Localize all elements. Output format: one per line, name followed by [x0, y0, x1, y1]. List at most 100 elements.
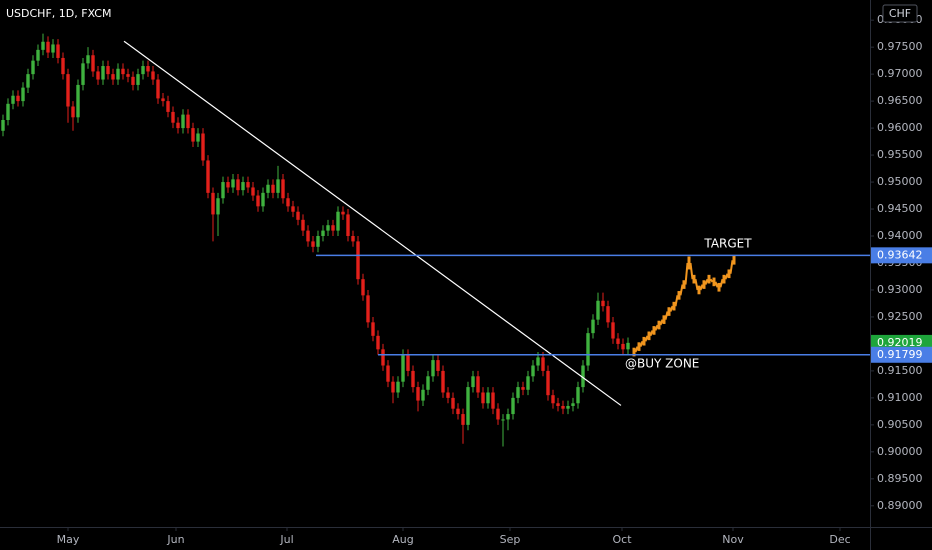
- candle-body: [271, 184, 275, 193]
- candle-body: [356, 241, 360, 280]
- candle-body: [586, 333, 590, 366]
- candle-body: [341, 211, 345, 215]
- candle-body: [216, 198, 220, 215]
- projection-link: [674, 295, 679, 307]
- projection-bar: [637, 342, 641, 351]
- symbol-title: USDCHF, 1D, FXCM: [6, 7, 111, 20]
- candle-body: [426, 376, 430, 390]
- candle-body: [111, 74, 115, 80]
- candle-body: [26, 74, 30, 88]
- candle-body: [606, 306, 610, 323]
- x-tick-label: Jun: [166, 533, 184, 546]
- y-tick-label: 0.97000: [877, 67, 923, 80]
- projection-link: [634, 346, 639, 353]
- candle-body: [521, 387, 525, 390]
- candle-body: [291, 206, 295, 212]
- candle-body: [261, 192, 265, 207]
- x-tick-label: Oct: [612, 533, 632, 546]
- candle-body: [351, 236, 355, 242]
- candle-body: [481, 392, 485, 404]
- y-tick-label: 0.97500: [877, 40, 923, 53]
- candle-body: [21, 87, 25, 102]
- projection-bar: [672, 301, 676, 311]
- candle-body: [491, 392, 495, 409]
- candle-body: [391, 381, 395, 393]
- projection-link: [719, 278, 724, 288]
- candle-body: [71, 106, 75, 118]
- candle-body: [601, 300, 605, 307]
- candle-body: [436, 360, 440, 371]
- projection-link: [644, 335, 649, 342]
- candle-body: [506, 414, 510, 420]
- candle-body: [6, 103, 10, 121]
- candle-body: [546, 370, 550, 396]
- candle-body: [106, 66, 110, 75]
- candle-body: [41, 41, 45, 50]
- candle-body: [571, 403, 575, 406]
- y-tick-label: 0.96500: [877, 94, 923, 107]
- candle-body: [151, 71, 155, 80]
- candle-body: [316, 236, 320, 247]
- projection-bar: [652, 326, 656, 335]
- candle-body: [361, 279, 365, 296]
- candle-body: [376, 335, 380, 350]
- y-tick-label: 0.90500: [877, 418, 923, 431]
- price-label-box: [871, 247, 932, 264]
- candle-body: [511, 397, 515, 415]
- x-tick-label: Jul: [279, 533, 293, 546]
- candle-body: [321, 230, 325, 237]
- projection-bar: [692, 274, 696, 284]
- candle-body: [36, 49, 40, 61]
- candle-body: [576, 387, 580, 404]
- candle-body: [131, 76, 135, 85]
- projection-bar: [732, 255, 736, 265]
- candle-body: [11, 95, 15, 104]
- candle-body: [401, 354, 405, 382]
- projection-link: [724, 273, 729, 280]
- candle-body: [221, 182, 225, 199]
- projection-link: [684, 262, 689, 285]
- candle-body: [266, 184, 270, 193]
- candle-body: [46, 41, 50, 53]
- candle-body: [16, 95, 20, 102]
- y-tick-label: 0.93000: [877, 283, 923, 296]
- candle-body: [176, 122, 180, 129]
- candle-body: [236, 179, 240, 191]
- y-tick-label: 0.90000: [877, 445, 923, 458]
- candle-body: [306, 230, 310, 242]
- y-tick-label: 0.94000: [877, 229, 923, 242]
- candle-body: [466, 387, 470, 425]
- projection-bar: [687, 256, 691, 270]
- candle-body: [186, 114, 190, 129]
- projection-bar: [722, 274, 726, 284]
- projection-bar: [697, 285, 701, 295]
- candle-body: [496, 408, 500, 420]
- projection-link: [639, 340, 644, 347]
- candle-body: [406, 354, 410, 371]
- projection-link: [694, 278, 699, 291]
- candle-body: [621, 343, 625, 350]
- annotation: TARGET: [703, 237, 752, 251]
- candle-body: [396, 381, 400, 393]
- candle-body: [451, 397, 455, 409]
- y-tick-label: 0.89000: [877, 499, 923, 512]
- candle-body: [611, 322, 615, 339]
- y-tick-label: 0.95000: [877, 175, 923, 188]
- candle-body: [166, 101, 170, 112]
- candle-body: [51, 44, 55, 53]
- candle-body: [76, 84, 80, 118]
- candle-body: [181, 114, 185, 129]
- candle-body: [431, 360, 435, 377]
- projection-bar: [677, 291, 681, 300]
- candle-body: [61, 57, 65, 75]
- candle-body: [286, 198, 290, 207]
- candle-body: [96, 71, 100, 80]
- candle-body: [446, 392, 450, 398]
- candle-body: [346, 214, 350, 237]
- projection-bar: [712, 277, 716, 287]
- x-tick-label: Sep: [500, 533, 521, 546]
- candle-body: [551, 395, 555, 404]
- candle-body: [246, 182, 250, 188]
- projection-bar: [642, 336, 646, 346]
